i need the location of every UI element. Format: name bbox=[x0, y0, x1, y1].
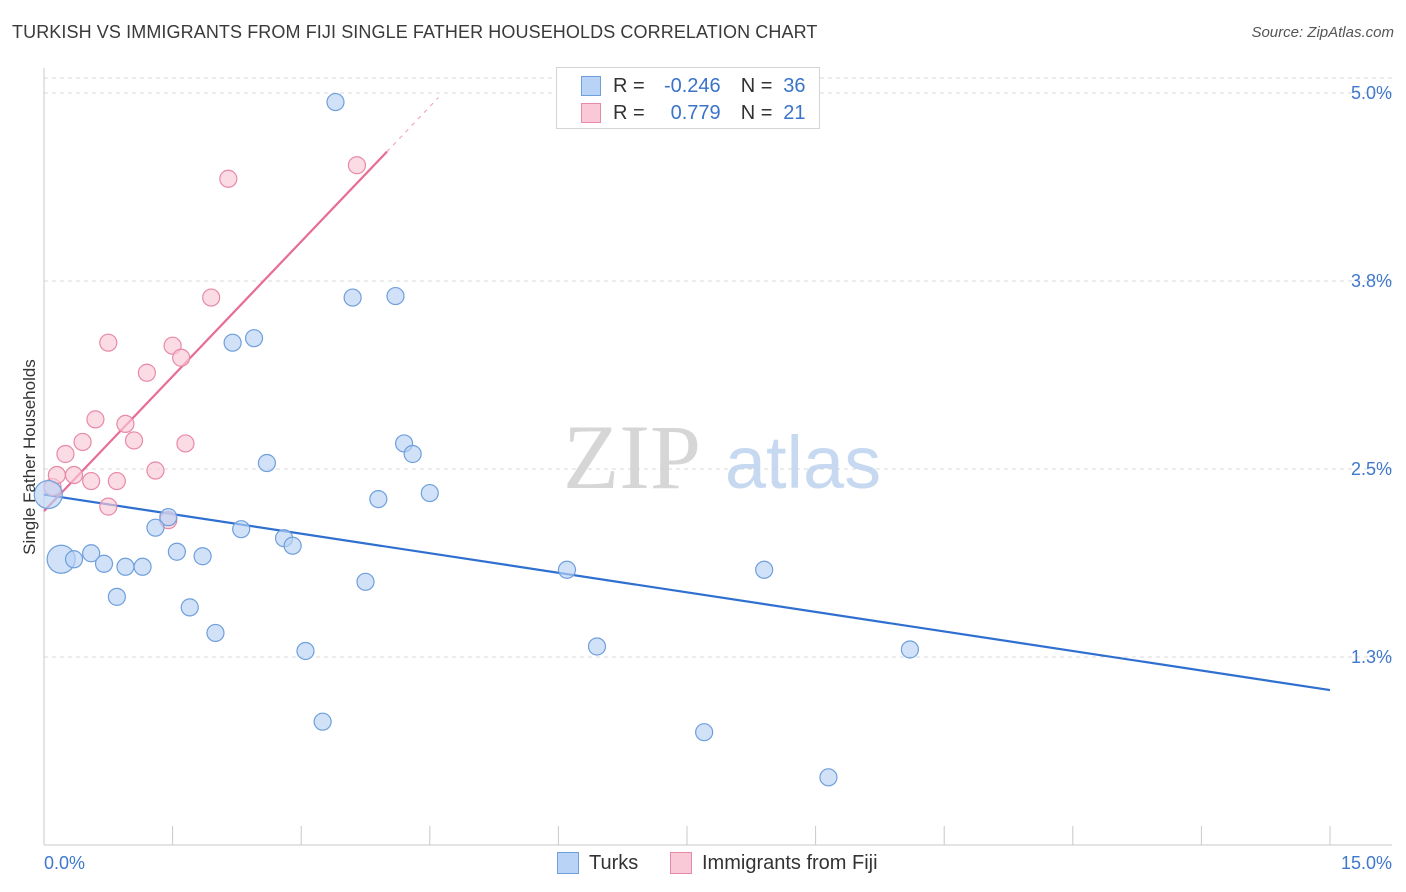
data-point-turks bbox=[33, 479, 63, 510]
data-point-turks bbox=[356, 572, 375, 591]
y-tick-label: 2.5% bbox=[1351, 459, 1392, 479]
data-point-turks bbox=[232, 520, 251, 539]
data-point-fiji bbox=[56, 444, 75, 464]
trend-line-fiji bbox=[43, 150, 388, 512]
gridlines bbox=[44, 77, 1392, 658]
chart-title: TURKISH VS IMMIGRANTS FROM FIJI SINGLE F… bbox=[12, 22, 818, 42]
data-point-fiji bbox=[137, 363, 156, 382]
data-point-turks bbox=[755, 560, 774, 579]
data-point-turks bbox=[900, 640, 920, 659]
data-point-turks bbox=[313, 712, 332, 731]
data-point-turks bbox=[326, 92, 345, 112]
legend-r-value-fiji: 0.779 bbox=[670, 101, 721, 124]
data-point-turks bbox=[386, 286, 405, 306]
y-axis-label: Single Father Households bbox=[20, 359, 39, 555]
legend-swatch-fiji bbox=[581, 103, 601, 123]
trend-lines bbox=[43, 97, 1331, 692]
data-point-fiji bbox=[202, 288, 221, 307]
data-point-turks bbox=[206, 623, 225, 643]
data-point-turks bbox=[133, 557, 152, 576]
watermark-atlas: atlas bbox=[725, 421, 881, 504]
legend-swatch-turks bbox=[581, 76, 601, 96]
data-points bbox=[33, 92, 920, 787]
data-point-turks bbox=[695, 723, 714, 742]
bottom-legend-fiji: Immigrants from Fiji bbox=[670, 850, 878, 876]
legend-n-label: N = bbox=[740, 101, 773, 124]
y-tick-label: 5.0% bbox=[1351, 83, 1392, 103]
legend-row-fiji: R = 0.779 N = 21 bbox=[581, 101, 808, 125]
data-point-fiji bbox=[124, 431, 144, 450]
data-point-fiji bbox=[146, 461, 165, 480]
y-tick-label: 3.8% bbox=[1351, 271, 1392, 291]
data-point-turks bbox=[223, 333, 242, 352]
axes bbox=[43, 68, 1392, 846]
data-point-turks bbox=[257, 453, 277, 473]
bottom-legend-swatch-turks bbox=[557, 852, 579, 874]
bottom-legend-label-fiji: Immigrants from Fiji bbox=[702, 851, 878, 874]
data-point-turks bbox=[116, 557, 135, 576]
data-point-turks bbox=[94, 554, 114, 573]
x-tick-label: 15.0% bbox=[1341, 853, 1392, 873]
legend-r-label: R = bbox=[613, 101, 645, 124]
data-point-turks bbox=[343, 288, 362, 307]
data-point-fiji bbox=[86, 410, 105, 429]
data-point-fiji bbox=[107, 471, 126, 491]
bottom-legend-turks: Turks bbox=[557, 850, 638, 876]
data-point-turks bbox=[403, 444, 422, 464]
legend-n-label: N = bbox=[740, 74, 773, 97]
y-tick-label: 1.3% bbox=[1351, 647, 1392, 667]
data-point-fiji bbox=[172, 348, 191, 367]
legend-r-label: R = bbox=[613, 74, 645, 97]
data-point-turks bbox=[107, 587, 126, 606]
data-point-fiji bbox=[116, 414, 135, 434]
trend-line-turks bbox=[43, 493, 1331, 692]
data-point-turks bbox=[180, 598, 199, 617]
source-label: Source: ZipAtlas.com bbox=[1251, 24, 1394, 41]
data-point-turks bbox=[146, 518, 165, 537]
data-point-fiji bbox=[73, 432, 92, 452]
data-point-fiji bbox=[82, 471, 101, 491]
tick-labels: 1.3% 2.5% 3.8% 5.0% 0.0% 15.0% bbox=[44, 83, 1392, 873]
legend-n-value-fiji: 21 bbox=[783, 101, 806, 124]
x-tick-label: 0.0% bbox=[44, 853, 85, 873]
data-point-fiji bbox=[347, 156, 367, 175]
legend-row-turks: R = -0.246 N = 36 bbox=[581, 74, 808, 98]
watermark-zip: ZIP bbox=[563, 406, 701, 508]
data-point-fiji bbox=[99, 497, 118, 516]
data-point-turks bbox=[64, 550, 84, 569]
data-point-turks bbox=[369, 489, 388, 509]
data-point-turks bbox=[193, 547, 212, 566]
bottom-legend-swatch-fiji bbox=[670, 852, 692, 874]
data-point-fiji bbox=[176, 434, 195, 453]
trend-line-extension-fiji bbox=[386, 97, 439, 153]
bottom-legend-label-turks: Turks bbox=[589, 851, 639, 874]
data-point-turks bbox=[283, 536, 302, 555]
data-point-fiji bbox=[219, 169, 238, 188]
legend-r-value-turks: -0.246 bbox=[663, 74, 721, 97]
data-point-fiji bbox=[64, 465, 84, 485]
data-point-turks bbox=[82, 544, 101, 563]
correlation-legend: R = -0.246 N = 36 R = 0.779 N = 21 bbox=[556, 67, 820, 129]
watermark: ZIP atlas bbox=[563, 406, 881, 508]
data-point-turks bbox=[819, 768, 838, 787]
data-point-turks bbox=[557, 560, 577, 579]
data-point-turks bbox=[587, 637, 607, 656]
data-point-turks bbox=[159, 508, 178, 527]
data-point-turks bbox=[244, 329, 264, 348]
data-point-turks bbox=[167, 542, 186, 561]
data-point-turks bbox=[296, 641, 315, 661]
legend-n-value-turks: 36 bbox=[783, 74, 806, 97]
data-point-fiji bbox=[99, 333, 118, 352]
data-point-turks bbox=[420, 483, 439, 503]
